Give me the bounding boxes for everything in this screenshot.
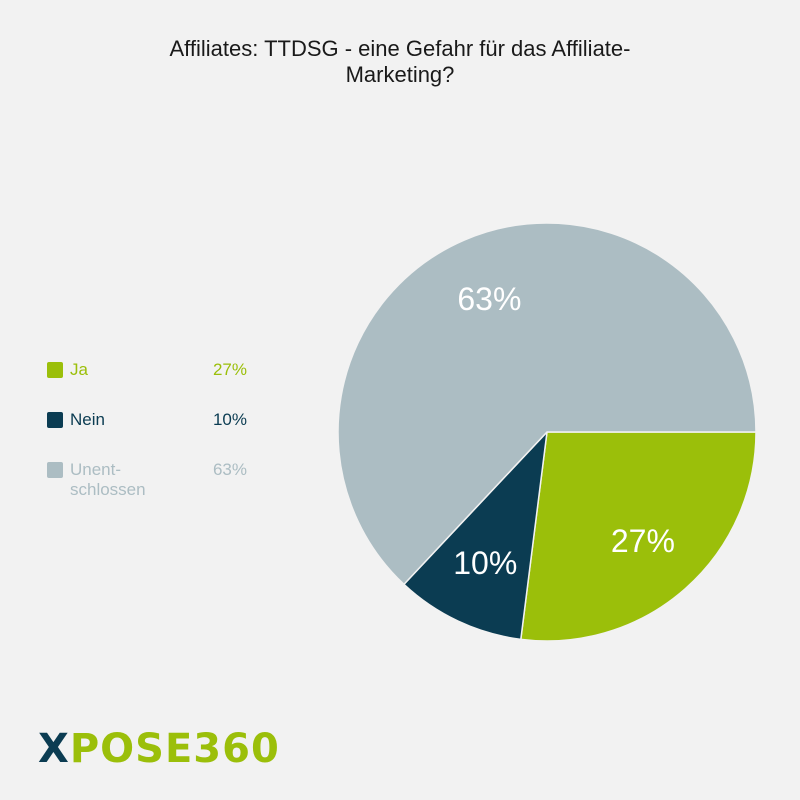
legend-label-ja-line-1: Ja [70,360,88,379]
pie-slices [337,222,757,642]
pie-slice-2[interactable] [402,429,549,641]
chart-title: Affiliates: TTDSG - eine Gefahr für das … [100,36,700,88]
legend-item-nein[interactable]: Nein 10% [47,410,257,460]
legend-value-unentschlossen: 63% [212,460,247,479]
logo-rest: POSE360 [69,726,280,772]
legend-label-unentschlossen: Unent- schlossen [70,460,180,500]
legend-label-unentschlossen-line-1: Unent- [70,460,122,479]
legend-value-ja: 27% [212,360,247,379]
pie-slice-1[interactable] [519,431,757,642]
legend-swatch-nein [47,412,63,428]
legend-item-ja[interactable]: Ja 27% [47,360,257,410]
legend-swatch-unentschlossen [47,462,63,478]
legend-label-nein: Nein [70,410,180,430]
chart-title-line-2: Marketing? [345,62,455,87]
logo-x: X [38,726,70,772]
pie-label-3: 63% [457,281,521,317]
legend-value-nein: 10% [212,410,247,429]
legend-item-unentschlossen[interactable]: Unent- schlossen 63% [47,460,257,510]
pie-label-1: 27% [611,523,675,559]
pie-label-2: 10% [453,545,517,581]
pie-slice-3[interactable] [337,222,757,586]
legend-label-ja: Ja [70,360,180,380]
legend: Ja 27% Nein 10% Unent- schlossen 63% [47,360,257,510]
chart-title-line-1: Affiliates: TTDSG - eine Gefahr für das … [169,36,631,61]
pie-labels: 27% 10% 63% [453,281,675,581]
legend-label-nein-line-1: Nein [70,410,105,429]
legend-label-unentschlossen-line-2: schlossen [70,480,146,499]
legend-swatch-ja [47,362,63,378]
xpose360-logo: XPOSE360 [38,724,280,774]
